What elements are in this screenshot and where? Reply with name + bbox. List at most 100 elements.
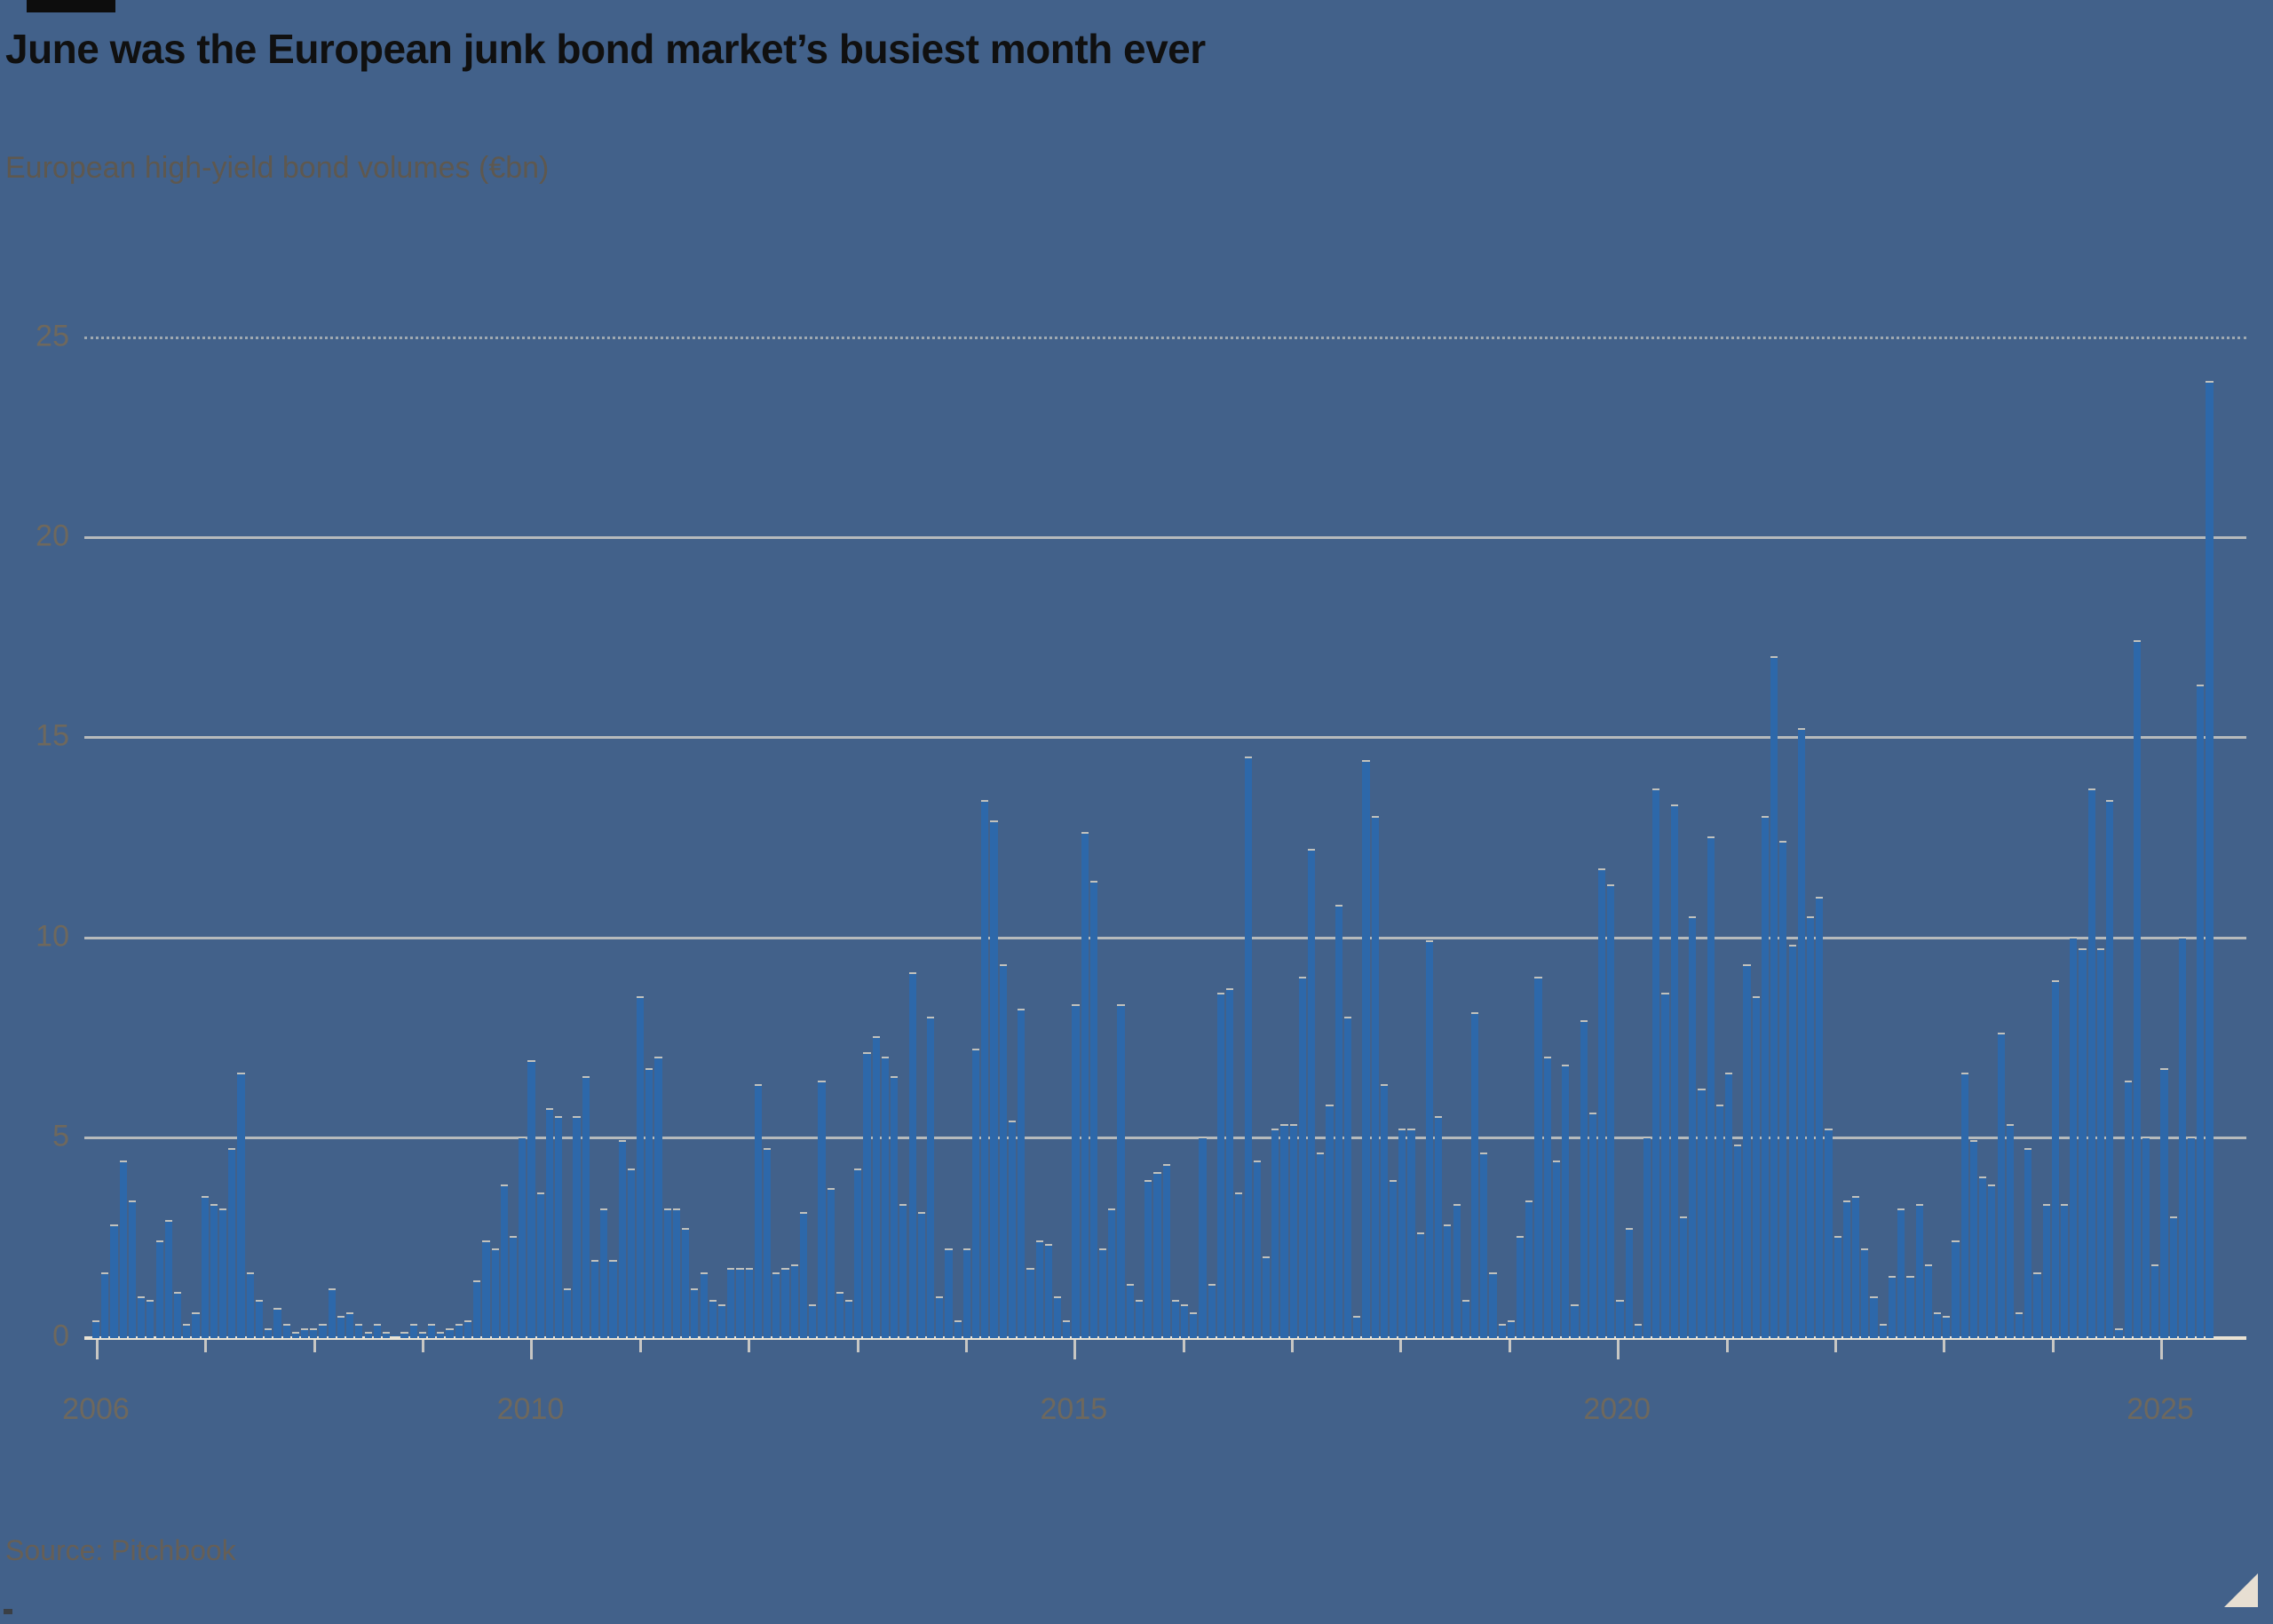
- bar-2008-10: [392, 1335, 400, 1336]
- bar-2018-03: [1416, 1232, 1424, 1338]
- x-axis-label-2006: 2006: [62, 1392, 130, 1426]
- bar-2006-06: [138, 1295, 146, 1338]
- bar-2014-03: [981, 800, 989, 1338]
- bar-2019-06: [1552, 1160, 1561, 1338]
- bar-2020-06: [1661, 992, 1669, 1338]
- bar-2011-11: [727, 1268, 735, 1338]
- bar-2012-11: [836, 1292, 843, 1338]
- resize-corner-icon[interactable]: [2224, 1573, 2258, 1607]
- bar-2010-07: [582, 1076, 590, 1338]
- bar-2014-09: [1035, 1240, 1043, 1338]
- bar-2014-07: [1018, 1008, 1026, 1338]
- bar-2007-03: [219, 1208, 227, 1338]
- bar-2006-08: [155, 1240, 163, 1338]
- bar-2018-09: [1470, 1012, 1479, 1338]
- bar-2007-09: [273, 1308, 281, 1338]
- bar-2025-06: [2206, 380, 2214, 1338]
- bar-2017-02: [1298, 976, 1306, 1338]
- bar-2011-02: [645, 1068, 653, 1338]
- bar-2021-11: [1816, 896, 1824, 1338]
- bar-2007-01: [201, 1196, 209, 1338]
- bar-2010-08: [590, 1260, 599, 1338]
- bar-2013-12: [954, 1319, 962, 1338]
- bar-2007-12: [300, 1327, 309, 1338]
- x-axis-tick-2013: [856, 1340, 859, 1352]
- y-axis-label-15: 15: [36, 718, 69, 753]
- bar-2009-12: [519, 1136, 527, 1338]
- bar-2015-08: [1135, 1300, 1144, 1338]
- bar-2021-04: [1752, 996, 1760, 1338]
- bar-2009-04: [446, 1327, 454, 1338]
- bar-2008-07: [364, 1332, 372, 1338]
- bar-2011-03: [654, 1056, 662, 1338]
- bar-2006-10: [173, 1292, 182, 1338]
- bar-2016-05: [1216, 992, 1225, 1338]
- bar-2022-01: [1833, 1236, 1841, 1338]
- bar-2022-12: [1933, 1311, 1942, 1338]
- bar-2014-04: [990, 820, 998, 1338]
- bar-2022-07: [1888, 1276, 1897, 1338]
- bar-2010-05: [564, 1287, 572, 1338]
- bar-2017-01: [1289, 1124, 1297, 1338]
- bar-2020-01: [1616, 1300, 1624, 1338]
- bar-2011-05: [672, 1208, 681, 1338]
- bar-2025-04: [2188, 1136, 2196, 1338]
- bar-2019-12: [1607, 884, 1615, 1338]
- bar-2006-07: [147, 1300, 154, 1338]
- gridline-15: [84, 736, 2246, 740]
- bar-2015-03: [1089, 880, 1098, 1338]
- bar-2012-05: [781, 1268, 789, 1338]
- bar-2014-11: [1053, 1295, 1062, 1338]
- x-axis-label-2025: 2025: [2126, 1392, 2194, 1426]
- gridline-10: [84, 936, 2246, 939]
- bar-2021-02: [1734, 1144, 1742, 1338]
- bar-2018-11: [1489, 1271, 1497, 1338]
- bar-2007-04: [228, 1148, 236, 1338]
- bar-2022-11: [1924, 1264, 1932, 1338]
- bar-2010-09: [600, 1208, 608, 1338]
- bar-2013-02: [863, 1052, 871, 1338]
- x-axis-tick-2022: [1833, 1340, 1837, 1352]
- bar-2022-06: [1879, 1324, 1887, 1338]
- bar-2008-11: [400, 1332, 408, 1338]
- bar-2014-05: [999, 964, 1007, 1338]
- bar-2020-04: [1643, 1136, 1651, 1338]
- x-axis-tick-2009: [422, 1340, 425, 1352]
- bar-2017-12: [1389, 1180, 1398, 1338]
- bar-2014-08: [1026, 1268, 1034, 1338]
- bar-2023-03: [1960, 1072, 1968, 1338]
- x-axis-tick-2006: [96, 1340, 99, 1359]
- bar-2016-06: [1226, 988, 1234, 1338]
- bar-2011-07: [691, 1287, 699, 1338]
- bar-2016-04: [1208, 1284, 1216, 1338]
- bar-2011-08: [700, 1271, 708, 1338]
- x-axis-tick-2023: [1943, 1340, 1946, 1352]
- bar-2015-02: [1081, 832, 1089, 1338]
- bar-2007-10: [282, 1324, 290, 1338]
- bar-2024-05: [2087, 788, 2095, 1338]
- bar-2023-04: [1969, 1140, 1978, 1338]
- bar-2018-08: [1461, 1300, 1469, 1338]
- bar-2008-05: [346, 1311, 354, 1338]
- bar-2023-05: [1979, 1176, 1987, 1338]
- x-axis-label-2015: 2015: [1040, 1392, 1108, 1426]
- bar-2008-03: [328, 1287, 336, 1338]
- bar-2024-06: [2096, 948, 2105, 1338]
- bar-2019-10: [1588, 1112, 1596, 1338]
- bar-2010-04: [555, 1116, 563, 1338]
- bar-2016-01: [1181, 1303, 1189, 1338]
- x-axis-tick-2020: [1617, 1340, 1620, 1359]
- x-axis-label-2010: 2010: [496, 1392, 565, 1426]
- bar-2021-05: [1761, 816, 1770, 1338]
- bar-2018-04: [1425, 940, 1434, 1338]
- bar-2019-07: [1562, 1064, 1570, 1338]
- bar-2020-02: [1625, 1228, 1633, 1338]
- bar-2008-01: [310, 1327, 318, 1338]
- gridline-0: [84, 1336, 2246, 1340]
- bar-2020-05: [1652, 788, 1660, 1338]
- bar-2018-10: [1480, 1152, 1488, 1338]
- bar-2017-10: [1371, 816, 1379, 1338]
- bar-2014-12: [1063, 1319, 1071, 1338]
- bar-2025-05: [2197, 684, 2205, 1338]
- ft-chart-tag: [27, 0, 115, 12]
